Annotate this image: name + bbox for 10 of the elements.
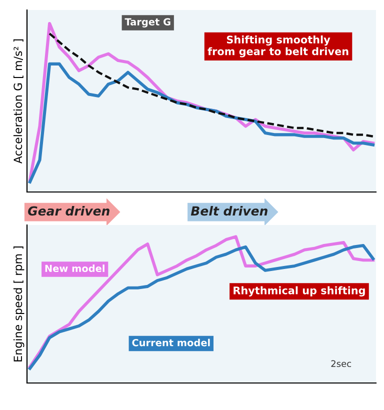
text: Belt driven [190, 206, 268, 216]
annotation: Rhythmical up shifting [234, 286, 365, 296]
series-label: New model [45, 264, 104, 272]
text: Current model [132, 338, 210, 346]
text: Target G [124, 18, 170, 28]
y-axis-title: Acceleration G [ m/s² ] [13, 39, 24, 164]
text: Gear driven [28, 206, 110, 216]
annotation: 2sec [331, 360, 352, 368]
annotation: Shifting smoothly from gear to belt driven [208, 35, 348, 58]
y-axis-title: Engine speed [ rpm ] [13, 246, 24, 362]
